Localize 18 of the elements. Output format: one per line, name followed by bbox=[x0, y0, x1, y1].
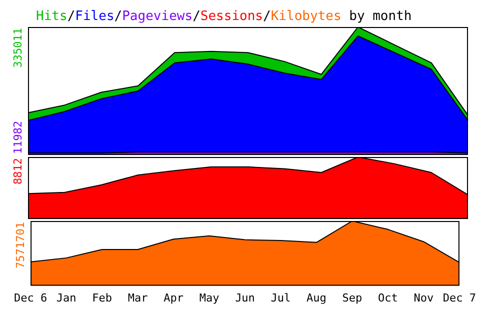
x-tick-label: Jul bbox=[270, 291, 291, 304]
text: 7571701 bbox=[14, 222, 27, 268]
x-tick-label: Oct bbox=[378, 291, 398, 304]
x-tick-label: Aug bbox=[306, 291, 326, 304]
x-tick-label: Sep bbox=[342, 291, 362, 304]
chart-title: Hits/Files/Pageviews/Sessions/Kilobytes by month bbox=[36, 9, 412, 24]
x-tick-label: Nov bbox=[414, 291, 434, 304]
x-tick-label: Apr bbox=[164, 291, 184, 304]
text: 11982 bbox=[11, 120, 24, 154]
x-tick-label: Dec 6 bbox=[14, 291, 48, 304]
x-tick-label: Jan bbox=[56, 291, 76, 304]
x-tick-label: Jun bbox=[235, 291, 255, 304]
x-tick-label: May bbox=[199, 291, 220, 304]
text: 8812 bbox=[11, 158, 24, 184]
x-tick-label: Feb bbox=[92, 291, 112, 304]
x-tick-label: Mar bbox=[128, 291, 148, 304]
x-tick-label: Dec 7 bbox=[442, 291, 476, 304]
text: 335011 bbox=[11, 28, 24, 68]
